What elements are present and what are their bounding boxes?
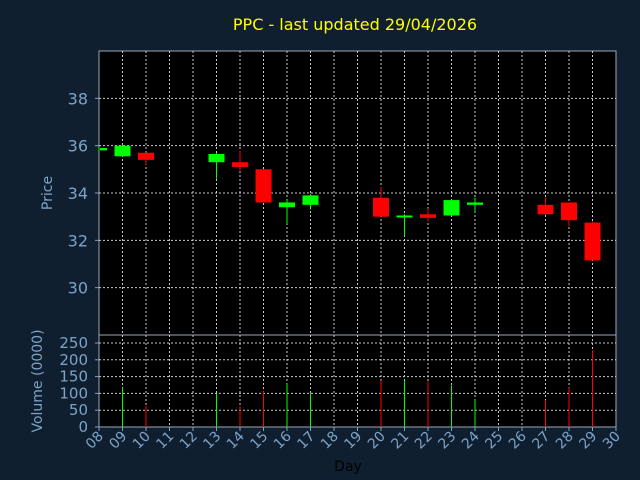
candle (208, 152, 225, 179)
volume-axis-label: Volume (0000) (30, 329, 46, 432)
candle (255, 169, 272, 203)
candle-body (302, 195, 319, 205)
price-gridlines (99, 51, 616, 335)
x-axis: 08 09 10 11 12 13 14 15 16 17 18 19 20 21 22 23 24 25 26 27… (83, 427, 624, 452)
volume-y-tick-label: 50 (69, 401, 88, 419)
candle (373, 187, 389, 217)
chart-title: PPC - last updated 29/04/2026 (233, 15, 477, 34)
volume-y-tick-label: 250 (59, 334, 88, 352)
candle-body (396, 215, 413, 218)
price-y-tick-label: 38 (68, 89, 88, 108)
candle-body (208, 153, 225, 163)
price-panel: 30 32 34 36 38 Price (40, 50, 617, 336)
candle (584, 221, 601, 261)
candle (443, 200, 460, 216)
candle-body (255, 169, 272, 203)
candle-body (279, 202, 295, 208)
candle-body (420, 214, 436, 218)
candle-body (467, 202, 483, 205)
price-y-tick-label: 30 (68, 279, 88, 298)
candle-body (114, 145, 131, 157)
x-axis-label: Day (334, 459, 362, 475)
candle (467, 197, 483, 212)
candle-body (138, 152, 154, 160)
candle (114, 144, 131, 157)
candle (396, 214, 413, 236)
volume-y-tick-label: 100 (59, 384, 88, 402)
candle-body (561, 202, 577, 221)
candlestick-series (98, 144, 601, 261)
candle (232, 150, 248, 171)
candle-body (100, 148, 107, 151)
candle (302, 194, 319, 210)
candle-body (232, 162, 248, 167)
volume-y-tick-label: 150 (59, 368, 88, 386)
candle (561, 202, 577, 227)
candle (98, 146, 107, 151)
candle (138, 152, 154, 165)
candle-body (373, 197, 389, 217)
price-y-tick-label: 36 (68, 137, 88, 156)
price-y-tick-label: 32 (68, 231, 88, 250)
price-y-axis: 30 32 34 36 38 (68, 89, 99, 298)
candle (420, 208, 436, 222)
volume-y-tick-label: 200 (59, 351, 88, 369)
price-y-tick-label: 34 (68, 184, 88, 203)
volume-y-tick-label: 0 (78, 418, 88, 436)
candle (537, 197, 554, 215)
candle-body (537, 204, 554, 215)
candle (279, 200, 295, 224)
candle-body (584, 222, 601, 261)
volume-bar-series (122, 350, 593, 427)
price-axis-label: Price (40, 176, 56, 210)
candle-body (443, 200, 460, 216)
